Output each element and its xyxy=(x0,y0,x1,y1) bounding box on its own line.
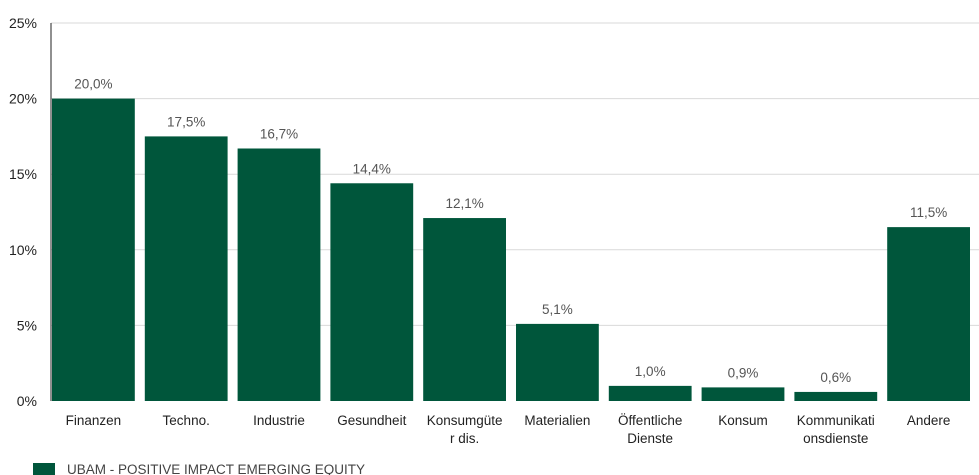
data-label: 20,0% xyxy=(74,77,112,92)
data-label: 0,6% xyxy=(820,370,851,385)
category-label: Techno. xyxy=(163,413,210,428)
category-label: Kommunikati onsdienste xyxy=(797,413,875,446)
category-labels: Finanzen Techno. Industrie Gesundheit Konsum… xyxy=(66,413,951,446)
bar xyxy=(330,183,414,401)
legend-label: UBAM - POSITIVE IMPACT EMERGING EQUITY xyxy=(67,462,366,475)
bars xyxy=(52,98,970,401)
legend-swatch xyxy=(33,463,55,475)
category-label: Industrie xyxy=(253,413,305,428)
y-axis-ticks: 0% 5% 10% 15% 20% 25% xyxy=(9,15,37,409)
y-tick-label: 5% xyxy=(17,317,37,333)
category-label: Öffentliche Dienste xyxy=(618,413,682,446)
y-tick-label: 25% xyxy=(9,15,37,31)
bar xyxy=(794,391,878,401)
data-label: 0,9% xyxy=(728,365,759,380)
category-label: Finanzen xyxy=(66,413,122,428)
data-labels: 20,0% 17,5% 16,7% 14,4% 12,1% 5,1% 1,0% 0,9% 0,6… xyxy=(74,77,947,385)
bar xyxy=(423,218,506,401)
bar xyxy=(52,98,135,401)
category-label: Konsum xyxy=(718,413,768,428)
y-tick-label: 20% xyxy=(9,91,37,107)
y-tick-label: 10% xyxy=(9,242,37,258)
data-label: 16,7% xyxy=(260,126,298,141)
bar-chart: 0% 5% 10% 15% 20% 25% 20,0% 17,5% 16,7% 14,4% 12,… xyxy=(9,15,979,446)
bar xyxy=(237,148,321,401)
data-label: 17,5% xyxy=(167,114,205,129)
data-label: 12,1% xyxy=(445,196,483,211)
bar xyxy=(887,227,970,401)
bar xyxy=(516,323,599,401)
bar xyxy=(144,136,228,401)
category-label: Konsumgüte r dis. xyxy=(427,413,503,446)
y-tick-label: 0% xyxy=(17,393,37,409)
category-label: Materialien xyxy=(524,413,590,428)
y-tick-label: 15% xyxy=(9,166,37,182)
data-label: 14,4% xyxy=(353,161,391,176)
category-label: Gesundheit xyxy=(337,413,406,428)
category-label: Andere xyxy=(907,413,951,428)
data-label: 11,5% xyxy=(910,205,947,220)
bar xyxy=(608,385,692,401)
data-label: 5,1% xyxy=(542,302,573,317)
bar xyxy=(701,387,785,401)
legend: UBAM - POSITIVE IMPACT EMERGING EQUITY xyxy=(33,461,365,475)
data-label: 1,0% xyxy=(635,364,666,379)
